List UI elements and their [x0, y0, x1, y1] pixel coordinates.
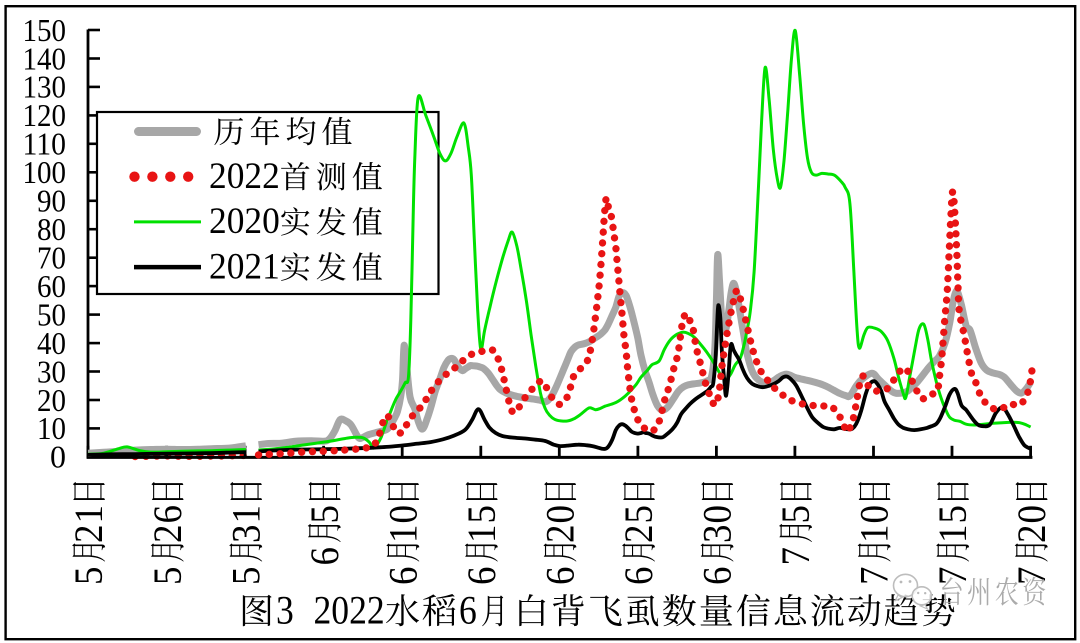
- svg-text:20: 20: [37, 382, 66, 418]
- svg-text:90: 90: [37, 183, 66, 219]
- svg-text:1: 1: [852, 525, 897, 544]
- svg-text:0: 0: [380, 505, 425, 524]
- svg-text:0: 0: [852, 505, 897, 524]
- svg-text:1: 1: [223, 505, 268, 524]
- svg-text:140: 140: [23, 40, 67, 76]
- svg-text:5: 5: [66, 567, 111, 586]
- svg-text:130: 130: [23, 69, 67, 105]
- svg-text:60: 60: [37, 268, 66, 304]
- svg-text:0: 0: [1009, 505, 1054, 524]
- svg-text:5: 5: [459, 505, 504, 524]
- svg-text:2022: 2022: [209, 156, 280, 197]
- svg-text:1: 1: [66, 505, 111, 524]
- svg-text:6: 6: [459, 567, 504, 586]
- svg-text:6: 6: [538, 567, 583, 586]
- svg-text:5: 5: [145, 567, 190, 586]
- svg-text:0: 0: [50, 439, 66, 475]
- svg-text:120: 120: [23, 97, 67, 133]
- svg-text:2: 2: [66, 525, 111, 544]
- svg-text:3: 3: [223, 525, 268, 544]
- svg-text:10: 10: [37, 410, 66, 446]
- svg-text:2022: 2022: [314, 588, 385, 633]
- svg-text:5: 5: [930, 505, 975, 524]
- svg-text:2: 2: [538, 525, 583, 544]
- svg-text:2021: 2021: [209, 246, 280, 287]
- svg-text:5: 5: [616, 505, 661, 524]
- svg-text:100: 100: [23, 154, 67, 190]
- svg-text:70: 70: [37, 240, 66, 276]
- svg-text:110: 110: [23, 126, 67, 162]
- svg-text:6: 6: [145, 505, 190, 524]
- svg-text:7: 7: [852, 567, 897, 586]
- svg-text:50: 50: [37, 296, 66, 332]
- svg-text:40: 40: [37, 325, 66, 361]
- svg-text:6: 6: [380, 567, 425, 586]
- svg-text:0: 0: [538, 505, 583, 524]
- svg-text:6: 6: [695, 567, 740, 586]
- svg-text:30: 30: [37, 353, 66, 389]
- svg-text:150: 150: [23, 12, 67, 48]
- svg-text:7: 7: [773, 547, 818, 566]
- svg-text:0: 0: [695, 505, 740, 524]
- svg-text:5: 5: [223, 567, 268, 586]
- svg-text:1: 1: [930, 525, 975, 544]
- svg-text:2: 2: [1009, 525, 1054, 544]
- svg-text:6: 6: [616, 567, 661, 586]
- svg-text:5: 5: [302, 505, 347, 524]
- svg-text:7: 7: [930, 567, 975, 586]
- svg-text:6: 6: [302, 547, 347, 566]
- svg-text:2: 2: [145, 525, 190, 544]
- svg-text:1: 1: [380, 525, 425, 544]
- svg-text:80: 80: [37, 211, 66, 247]
- svg-text:1: 1: [459, 525, 504, 544]
- svg-text:2020: 2020: [209, 201, 280, 242]
- svg-text:3: 3: [276, 588, 294, 633]
- svg-text:5: 5: [773, 505, 818, 524]
- svg-text:2: 2: [616, 525, 661, 544]
- svg-text:6: 6: [459, 588, 477, 633]
- svg-text:3: 3: [695, 525, 740, 544]
